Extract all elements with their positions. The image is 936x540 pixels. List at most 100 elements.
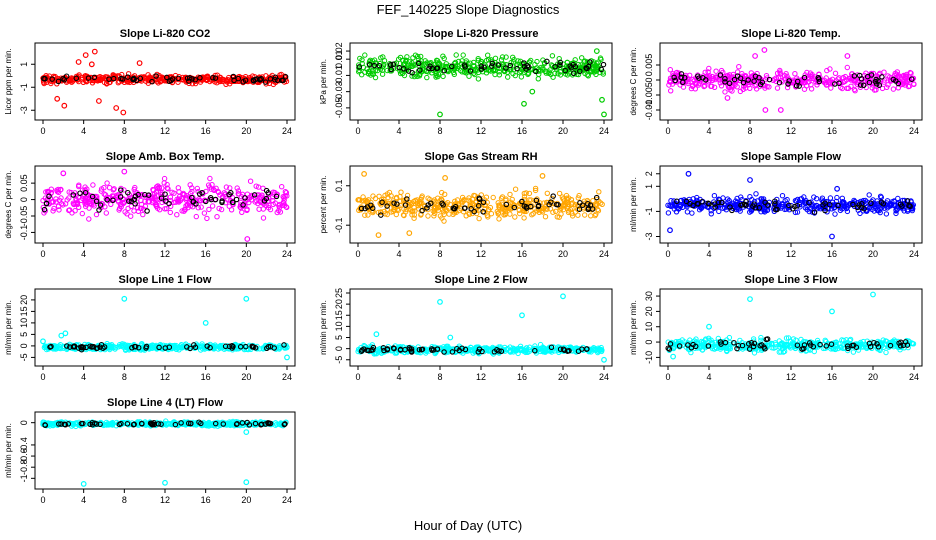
data-point [804, 206, 810, 213]
data-point-black [785, 81, 791, 87]
data-point-black [149, 78, 155, 85]
data-point-black [378, 212, 384, 218]
data-point-black [687, 200, 693, 207]
data-point-black [748, 339, 755, 346]
data-point-black [394, 201, 400, 207]
data-point [774, 85, 781, 91]
data-point [844, 339, 851, 346]
data-point-black [904, 198, 911, 204]
data-point [465, 61, 471, 67]
data-point [76, 204, 82, 211]
data-point [706, 73, 713, 79]
data-point [77, 421, 84, 428]
outlier-point [113, 105, 120, 111]
outlier-point [539, 172, 546, 179]
outlier-point [529, 88, 536, 95]
data-point [803, 199, 809, 206]
y-axis-label: ml/min per min. [629, 300, 638, 355]
outlier-point [599, 96, 605, 103]
data-point [242, 198, 249, 204]
scatter-series [40, 418, 289, 487]
data-point-black [718, 199, 725, 206]
data-point-black [191, 342, 197, 348]
data-point [839, 85, 845, 92]
data-point [891, 337, 897, 343]
data-point [596, 347, 603, 354]
data-point-black [237, 344, 244, 350]
data-point [807, 347, 813, 353]
data-point-black [449, 349, 456, 355]
data-point [226, 346, 232, 352]
data-point-black [263, 187, 270, 194]
data-point [475, 76, 482, 82]
outlier-point [373, 331, 380, 338]
data-point-black [909, 76, 915, 82]
data-point-black [434, 346, 441, 352]
data-point [538, 64, 544, 71]
data-point [495, 211, 501, 217]
data-point [122, 209, 128, 215]
data-point [748, 208, 754, 214]
panel-title: Slope Line 1 Flow [119, 274, 212, 286]
data-point-black [175, 75, 182, 82]
data-point [41, 210, 47, 216]
data-point-black [665, 345, 671, 351]
data-point-black [429, 65, 435, 72]
panel-title: Slope Gas Stream RH [424, 151, 537, 163]
data-point-black [133, 77, 140, 84]
data-point [828, 85, 834, 91]
data-point [747, 194, 753, 200]
data-point-black [192, 77, 198, 83]
panel-5: Slope Gas Stream RH0 4 8 12 16 20 24-0.10.1per… [319, 151, 613, 259]
data-point [370, 193, 376, 199]
data-point-black [860, 82, 867, 89]
data-point [847, 201, 854, 207]
data-point [910, 341, 917, 347]
data-point [104, 180, 110, 186]
data-point [73, 196, 79, 202]
data-point-black [64, 343, 70, 349]
data-point [223, 81, 229, 88]
data-point [709, 77, 716, 84]
data-point [270, 194, 276, 200]
data-point [69, 79, 75, 85]
data-point-black [498, 348, 505, 355]
data-point-black [585, 63, 592, 70]
data-point [57, 187, 64, 193]
data-point [187, 182, 193, 188]
data-point [463, 213, 469, 219]
data-point [162, 206, 168, 212]
data-point [434, 202, 440, 209]
data-point [381, 58, 388, 64]
data-point [779, 203, 786, 210]
data-point [372, 67, 378, 74]
data-point [758, 334, 764, 341]
data-point [485, 52, 491, 58]
y-tick-label: 0.01 [334, 50, 344, 68]
y-tick-label: 0 [334, 346, 344, 351]
data-point [159, 185, 165, 191]
data-point [167, 209, 174, 216]
data-point [883, 211, 890, 217]
data-point [588, 68, 594, 74]
data-point [214, 214, 220, 220]
y-axis-label: ml/min per min. [4, 300, 13, 355]
data-point-black [533, 197, 540, 204]
data-point-black [690, 341, 696, 348]
data-point [674, 342, 680, 349]
data-point [881, 69, 887, 75]
data-point [207, 175, 213, 182]
data-point [737, 208, 743, 214]
data-point [384, 206, 390, 213]
data-point-black [478, 63, 485, 70]
data-point [584, 197, 591, 204]
data-point [417, 200, 424, 206]
data-point [128, 213, 134, 219]
data-point [398, 189, 404, 195]
data-point [722, 205, 728, 211]
data-point-black [229, 199, 236, 205]
plot-frame [349, 42, 613, 121]
x-tick-label: 4 [396, 126, 401, 136]
data-point-black [391, 200, 397, 206]
